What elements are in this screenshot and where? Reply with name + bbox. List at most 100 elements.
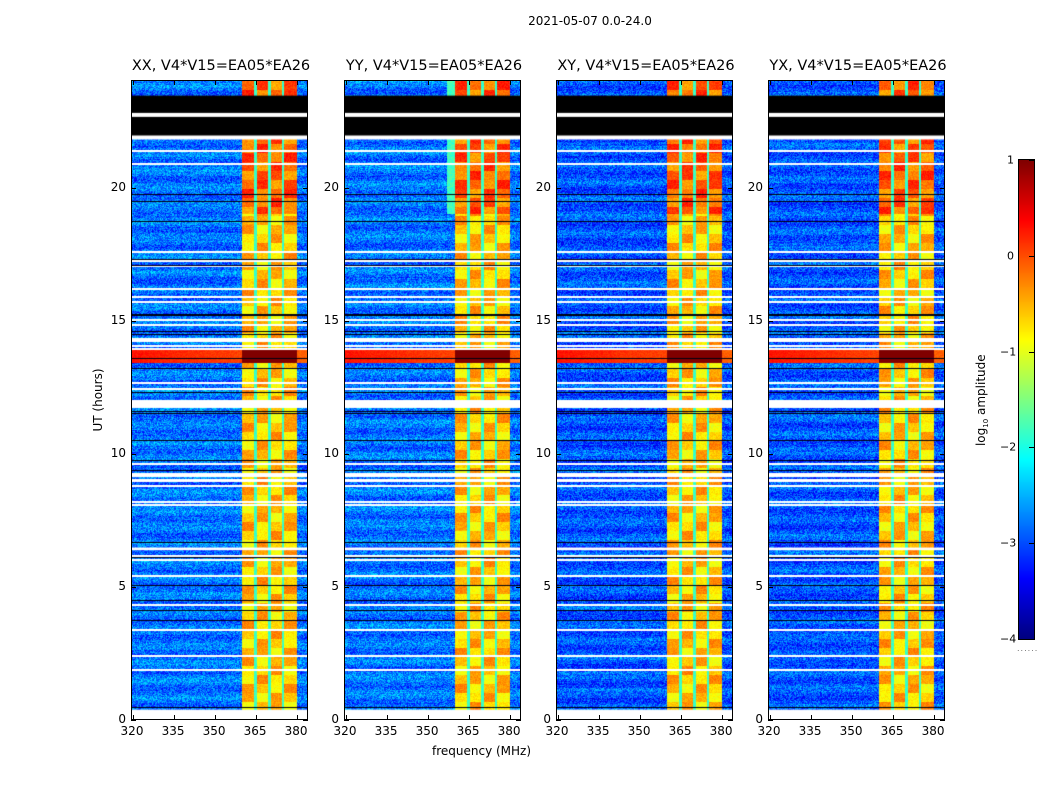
x-tick-mark-top xyxy=(346,80,347,85)
x-tick-mark xyxy=(558,715,559,720)
x-tick-mark-top xyxy=(770,80,771,85)
colorbar-tick-label: −1 xyxy=(1000,345,1017,359)
x-tick-mark xyxy=(387,715,389,720)
y-tick-label: 0 xyxy=(543,712,551,726)
y-tick-mark-right xyxy=(728,720,733,721)
y-tick-mark xyxy=(344,321,349,323)
y-tick-label: 15 xyxy=(535,313,551,328)
x-tick-mark-top xyxy=(811,80,813,85)
y-tick-mark-right xyxy=(728,321,733,323)
y-tick-mark-right xyxy=(303,188,308,190)
x-tick-mark xyxy=(428,715,430,720)
y-tick-label: 10 xyxy=(110,446,126,461)
y-tick-mark-right xyxy=(940,321,945,323)
y-tick-mark xyxy=(344,720,349,721)
panel-yx: YX, V4*V15=EA05*EA26 320 335 350 365 380 0 5 10 1… xyxy=(748,58,947,738)
colorbar-tick-label: −2 xyxy=(1000,440,1017,454)
colorbar-tick-mark xyxy=(1029,351,1034,353)
y-tick-mark-right xyxy=(516,321,521,323)
x-tick-mark xyxy=(297,715,299,720)
y-tick-label: 20 xyxy=(535,180,551,195)
x-tick-label: 380 xyxy=(921,724,945,738)
y-tick-mark-right xyxy=(940,454,945,456)
y-tick-mark-right xyxy=(303,321,308,323)
x-tick-mark xyxy=(722,715,724,720)
panel-xy: XY, V4*V15=EA05*EA26 320 335 350 365 380 0 5 10 1… xyxy=(536,58,735,738)
colorbar-extend-marker: ...... xyxy=(1017,644,1039,653)
x-tick-label: 365 xyxy=(243,724,267,738)
y-tick-label: 10 xyxy=(323,446,339,461)
x-tick-mark-top xyxy=(256,80,258,85)
x-tick-mark-top xyxy=(510,80,512,85)
colorbar xyxy=(1018,159,1035,640)
x-tick-label: 320 xyxy=(120,724,144,738)
x-tick-mark xyxy=(174,715,176,720)
y-tick-label: 20 xyxy=(747,180,763,195)
y-tick-mark xyxy=(131,321,136,323)
spectrogram-heatmap xyxy=(769,81,944,719)
y-tick-label: 5 xyxy=(118,579,126,594)
y-tick-label: 15 xyxy=(323,313,339,328)
y-tick-mark xyxy=(344,188,349,190)
y-tick-mark xyxy=(556,454,561,456)
x-tick-label: 320 xyxy=(757,724,781,738)
x-tick-mark-top xyxy=(297,80,299,85)
x-tick-mark-top xyxy=(558,80,559,85)
x-tick-mark xyxy=(346,715,347,720)
x-tick-label: 350 xyxy=(415,724,439,738)
x-tick-label: 350 xyxy=(202,724,226,738)
y-tick-mark-right xyxy=(940,720,945,721)
x-tick-label: 350 xyxy=(839,724,863,738)
x-tick-mark-top xyxy=(599,80,601,85)
x-tick-label: 335 xyxy=(586,724,610,738)
spectrogram-plot xyxy=(344,80,521,721)
x-tick-label: 380 xyxy=(709,724,733,738)
x-tick-label: 350 xyxy=(627,724,651,738)
y-tick-mark xyxy=(768,720,773,721)
colorbar-tick-label: 1 xyxy=(1007,153,1014,167)
colorbar-label-suffix: amplitude xyxy=(973,354,988,419)
y-tick-label: 5 xyxy=(755,579,763,594)
x-tick-mark-top xyxy=(893,80,895,85)
colorbar-tick-label: −4 xyxy=(1000,632,1017,646)
y-tick-mark xyxy=(768,321,773,323)
x-tick-mark xyxy=(133,715,134,720)
colorbar-tick-mark xyxy=(1029,255,1034,257)
y-tick-label: 0 xyxy=(118,712,126,726)
x-tick-label: 335 xyxy=(374,724,398,738)
x-axis-label: frequency (MHz) xyxy=(432,744,532,758)
figure-title: 2021-05-07 0.0-24.0 xyxy=(528,14,652,28)
y-tick-mark xyxy=(344,454,349,456)
x-tick-mark xyxy=(215,715,217,720)
x-tick-mark xyxy=(640,715,642,720)
x-tick-label: 320 xyxy=(333,724,357,738)
panel-yy: YY, V4*V15=EA05*EA26 320 335 350 365 380 0 5 10 1… xyxy=(324,58,522,738)
x-tick-mark xyxy=(852,715,854,720)
y-tick-label: 5 xyxy=(331,579,339,594)
colorbar-tick-mark xyxy=(1029,543,1034,545)
y-tick-mark xyxy=(556,720,561,721)
x-tick-mark xyxy=(770,715,771,720)
y-tick-mark xyxy=(768,188,773,190)
y-tick-label: 0 xyxy=(331,712,339,726)
x-tick-label: 365 xyxy=(880,724,904,738)
y-tick-mark-right xyxy=(728,587,733,589)
y-tick-mark-right xyxy=(728,454,733,456)
spectrogram-heatmap xyxy=(557,81,732,719)
panel-title: YX, V4*V15=EA05*EA26 xyxy=(769,58,947,74)
x-tick-label: 365 xyxy=(456,724,480,738)
x-tick-label: 335 xyxy=(161,724,185,738)
x-tick-mark-top xyxy=(640,80,642,85)
spectrogram-plot xyxy=(556,80,733,721)
y-tick-mark xyxy=(131,587,136,589)
y-tick-mark xyxy=(556,587,561,589)
colorbar-label: log10 amplitude xyxy=(974,340,990,460)
y-axis-label: UT (hours) xyxy=(91,368,105,432)
x-tick-mark xyxy=(510,715,512,720)
x-tick-mark-top xyxy=(428,80,430,85)
y-tick-mark-right xyxy=(516,587,521,589)
y-tick-mark xyxy=(556,321,561,323)
spectrogram-heatmap xyxy=(345,81,520,719)
x-tick-mark-top xyxy=(174,80,176,85)
spectrogram-plot xyxy=(131,80,308,721)
